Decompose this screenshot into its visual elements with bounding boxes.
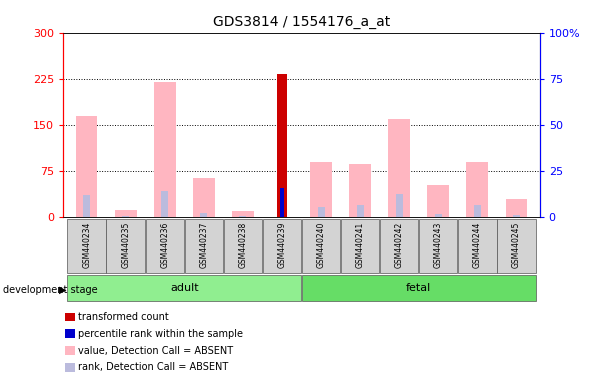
- Bar: [115, 210, 136, 217]
- Bar: [388, 119, 410, 217]
- FancyBboxPatch shape: [302, 275, 535, 301]
- FancyBboxPatch shape: [68, 275, 302, 301]
- Bar: [467, 162, 488, 217]
- Bar: [162, 191, 168, 217]
- Text: adult: adult: [170, 283, 198, 293]
- FancyBboxPatch shape: [302, 219, 340, 273]
- Bar: [154, 82, 175, 217]
- Bar: [193, 178, 215, 217]
- Bar: [76, 116, 98, 217]
- FancyBboxPatch shape: [263, 219, 302, 273]
- Text: GSM440243: GSM440243: [434, 222, 443, 268]
- Text: GSM440236: GSM440236: [160, 222, 169, 268]
- Text: GSM440241: GSM440241: [356, 222, 365, 268]
- Text: rank, Detection Call = ABSENT: rank, Detection Call = ABSENT: [78, 362, 229, 372]
- Text: development stage: development stage: [3, 285, 98, 295]
- Bar: [277, 74, 288, 217]
- Text: GSM440234: GSM440234: [82, 222, 91, 268]
- Text: GSM440240: GSM440240: [317, 222, 326, 268]
- Text: GSM440235: GSM440235: [121, 222, 130, 268]
- Text: GSM440239: GSM440239: [277, 222, 286, 268]
- Bar: [513, 215, 520, 217]
- Text: GSM440244: GSM440244: [473, 222, 482, 268]
- FancyBboxPatch shape: [497, 219, 535, 273]
- Bar: [396, 194, 403, 217]
- Bar: [200, 213, 207, 217]
- Text: transformed count: transformed count: [78, 312, 169, 322]
- Bar: [83, 195, 90, 217]
- Text: GSM440238: GSM440238: [238, 222, 247, 268]
- FancyBboxPatch shape: [419, 219, 458, 273]
- FancyBboxPatch shape: [185, 219, 223, 273]
- Bar: [474, 205, 481, 217]
- FancyBboxPatch shape: [68, 219, 106, 273]
- Text: ▶: ▶: [59, 285, 66, 295]
- Bar: [280, 188, 285, 217]
- Text: GSM440245: GSM440245: [512, 222, 521, 268]
- Bar: [232, 211, 254, 217]
- Bar: [311, 162, 332, 217]
- FancyBboxPatch shape: [380, 219, 418, 273]
- Text: fetal: fetal: [406, 283, 431, 293]
- Bar: [349, 164, 371, 217]
- FancyBboxPatch shape: [458, 219, 496, 273]
- FancyBboxPatch shape: [224, 219, 262, 273]
- Bar: [122, 216, 129, 217]
- Bar: [356, 205, 364, 217]
- Bar: [318, 207, 324, 217]
- FancyBboxPatch shape: [107, 219, 145, 273]
- Bar: [435, 214, 441, 217]
- FancyBboxPatch shape: [145, 219, 184, 273]
- Title: GDS3814 / 1554176_a_at: GDS3814 / 1554176_a_at: [213, 15, 390, 29]
- Text: GSM440242: GSM440242: [394, 222, 403, 268]
- FancyBboxPatch shape: [341, 219, 379, 273]
- Bar: [428, 185, 449, 217]
- Text: value, Detection Call = ABSENT: value, Detection Call = ABSENT: [78, 346, 233, 356]
- Bar: [239, 216, 247, 217]
- Text: percentile rank within the sample: percentile rank within the sample: [78, 329, 244, 339]
- Bar: [505, 199, 527, 217]
- Text: GSM440237: GSM440237: [200, 222, 209, 268]
